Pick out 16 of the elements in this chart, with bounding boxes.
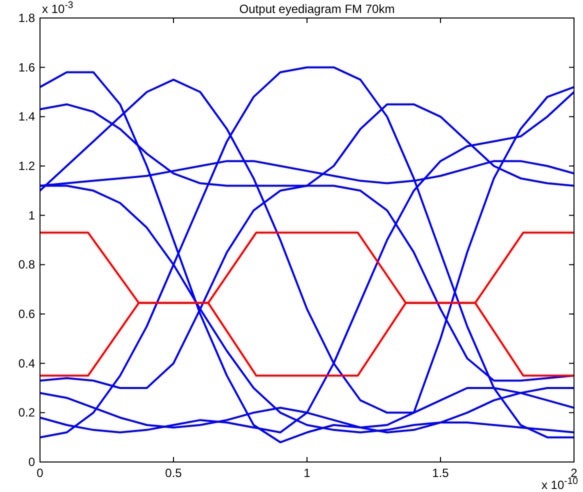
y-tick-label: 0 (28, 455, 36, 469)
y-tick-label: 0.4 (18, 356, 36, 370)
text: x 10$^{-3}$ (42, 0, 74, 16)
y-tick-label: 1.2 (18, 159, 36, 173)
y-tick-label: 0.8 (18, 258, 36, 272)
y-tick-label: 1.4 (18, 110, 36, 124)
chart-title: Output eyediagram FM 70km (239, 2, 395, 16)
y-tick-label: 1.6 (18, 60, 36, 74)
x-tick-label: 1 (304, 466, 311, 480)
y-tick-label: 1.8 (18, 11, 36, 25)
x-tick-label: 0 (36, 466, 44, 480)
y-tick-label: 0.2 (18, 406, 36, 420)
x-tick-label: 1.5 (432, 466, 450, 480)
x-tick-label: 0.5 (165, 466, 182, 480)
y-tick-label: 0.6 (18, 307, 36, 321)
y-tick-label: 1 (28, 208, 36, 222)
